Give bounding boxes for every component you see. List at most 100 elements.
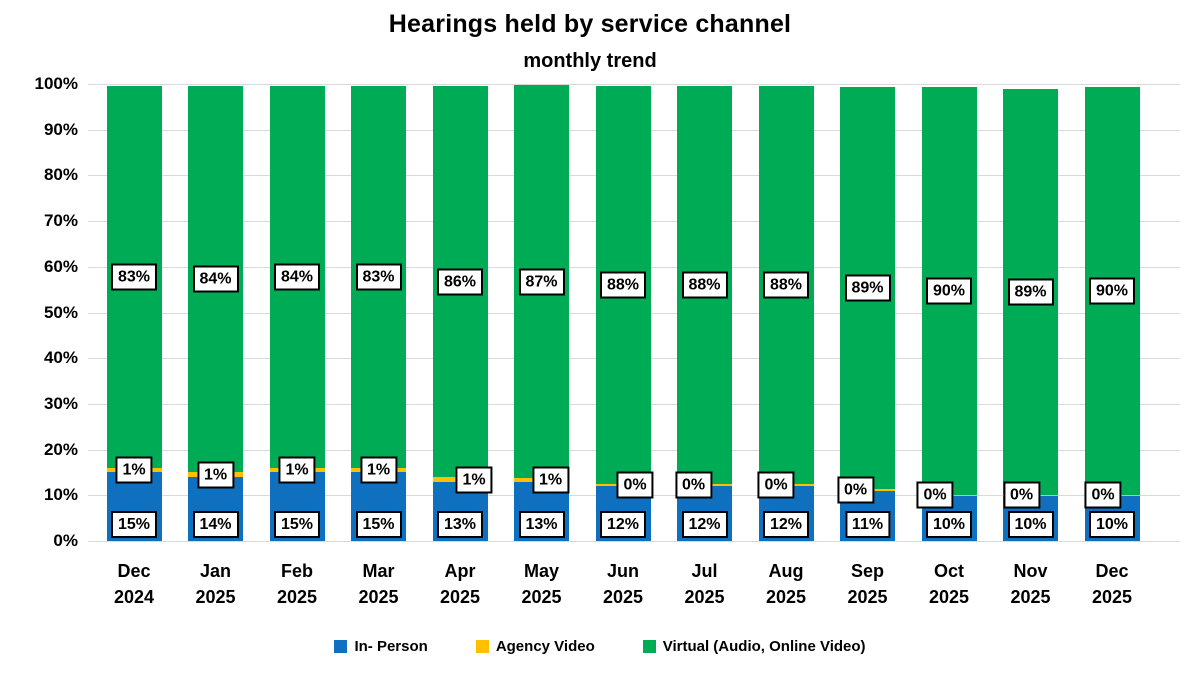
legend-label: Agency Video <box>495 638 595 655</box>
legend-label: Virtual (Audio, Online Video) <box>662 638 866 655</box>
data-label-in-person: 12% <box>762 511 810 538</box>
gridline <box>88 541 1180 542</box>
x-axis-tick-label: Nov 2025 <box>985 558 1077 610</box>
data-label-agency-video: 0% <box>1084 481 1122 509</box>
legend-swatch-virtual-audio-online-video- <box>642 640 656 653</box>
x-axis-tick-line: Sep <box>850 561 884 581</box>
x-axis-tick-line: 2025 <box>276 587 318 607</box>
data-label-virtual: 88% <box>681 271 728 299</box>
chart-subtitle: monthly trend <box>523 50 657 72</box>
x-axis-tick-line: 2025 <box>928 587 970 607</box>
data-label-agency-video: 1% <box>455 466 493 494</box>
x-axis-tick-line: Dec <box>1095 561 1129 581</box>
y-axis-tick-label: 20% <box>43 439 78 459</box>
data-label-virtual: 83% <box>110 263 158 291</box>
legend-item: In- Person <box>334 638 428 655</box>
data-label-virtual: 84% <box>273 263 321 291</box>
x-axis-tick-line: Jul <box>691 561 718 581</box>
data-label-virtual: 87% <box>518 268 565 296</box>
x-axis-tick-line: Jan <box>199 561 232 581</box>
x-axis-tick-line: 2025 <box>195 587 236 607</box>
data-label-in-person: 12% <box>681 511 728 538</box>
data-label-agency-video: 1% <box>359 456 398 484</box>
data-label-virtual: 90% <box>1088 277 1136 305</box>
data-label-agency-video: 0% <box>757 471 795 499</box>
x-axis-tick-label: Jun 2025 <box>577 558 669 610</box>
data-label-in-person: 13% <box>436 511 484 538</box>
x-axis-tick-line: Dec <box>117 561 151 581</box>
x-axis-tick-line: 2025 <box>1010 587 1051 607</box>
x-axis-tick-line: 2025 <box>1091 587 1133 607</box>
x-axis-tick-line: Jun <box>606 561 639 581</box>
x-axis-tick-label: Aug 2025 <box>740 558 832 610</box>
data-label-in-person: 12% <box>599 511 647 538</box>
legend-item: Virtual (Audio, Online Video) <box>642 638 866 655</box>
legend-swatch-in-person <box>334 640 348 653</box>
x-axis-tick-line: 2025 <box>684 587 725 607</box>
y-axis-tick-label: 50% <box>43 302 78 322</box>
data-label-agency-video: 0% <box>674 471 713 499</box>
x-axis-tick-line: 2025 <box>765 587 807 607</box>
data-label-in-person: 14% <box>192 511 239 538</box>
x-axis-tick-line: 2025 <box>847 587 888 607</box>
x-axis-tick-line: Oct <box>933 561 964 581</box>
x-axis-tick-line: Feb <box>280 561 313 581</box>
x-axis-tick-label: Feb 2025 <box>251 558 343 610</box>
y-axis-tick-label: 90% <box>43 119 78 139</box>
data-label-agency-video: 1% <box>278 456 316 484</box>
x-axis-tick-line: 2025 <box>521 587 562 607</box>
x-axis-tick-line: 2025 <box>358 587 399 607</box>
data-label-agency-video: 0% <box>916 481 954 509</box>
data-label-virtual: 88% <box>762 271 810 299</box>
y-axis-tick-label: 40% <box>43 348 78 368</box>
data-label-virtual: 84% <box>192 265 239 293</box>
y-axis-tick-label: 100% <box>34 74 78 93</box>
y-axis-tick-label: 30% <box>43 393 78 413</box>
data-label-virtual: 89% <box>1007 278 1054 306</box>
data-label-agency-video: 1% <box>115 456 153 484</box>
data-label-in-person: 15% <box>110 511 158 538</box>
gridline <box>88 84 1180 85</box>
x-axis-tick-label: Sep 2025 <box>822 558 914 610</box>
x-axis-tick-line: 2025 <box>602 587 644 607</box>
x-axis-tick-label: Mar 2025 <box>333 558 425 610</box>
data-label-virtual: 88% <box>599 271 647 299</box>
x-axis-tick-label: Oct 2025 <box>903 558 995 610</box>
y-axis-tick-label: 0% <box>53 531 78 550</box>
data-label-in-person: 15% <box>355 511 402 538</box>
x-axis-tick-line: Aug <box>768 561 804 581</box>
data-label-agency-video: 0% <box>616 471 654 499</box>
x-axis-tick-label: May 2025 <box>496 558 588 610</box>
chart-legend: In- Person Agency Video Virtual (Audio, On… <box>0 638 1200 655</box>
x-axis-tick-label: Jul 2025 <box>659 558 751 610</box>
data-label-virtual: 86% <box>436 268 484 296</box>
data-label-in-person: 10% <box>1007 511 1054 538</box>
y-axis-tick-label: 70% <box>43 211 78 231</box>
x-axis-tick-label: Apr 2025 <box>414 558 506 610</box>
data-label-in-person: 13% <box>518 511 565 538</box>
data-label-virtual: 90% <box>925 277 973 305</box>
legend-item: Agency Video <box>475 638 595 655</box>
data-label-in-person: 15% <box>273 511 321 538</box>
data-label-in-person: 11% <box>844 511 891 538</box>
x-axis-tick-line: 2024 <box>113 587 155 607</box>
x-axis-tick-line: Apr <box>444 561 476 581</box>
y-axis-tick-label: 80% <box>43 165 78 185</box>
x-axis-tick-line: Mar <box>362 561 395 581</box>
chart-title: Hearings held by service channel <box>388 10 792 38</box>
x-axis-tick-label: Jan 2025 <box>170 558 262 610</box>
legend-swatch-agency-video <box>475 640 489 653</box>
x-axis-tick-line: May <box>523 561 559 581</box>
data-label-virtual: 89% <box>844 274 891 302</box>
y-axis-tick-label: 10% <box>43 485 78 505</box>
x-axis-tick-label: Dec 2024 <box>88 558 180 610</box>
data-label-virtual: 83% <box>355 263 402 291</box>
data-label-agency-video: 0% <box>1002 481 1041 509</box>
x-axis-tick-line: 2025 <box>439 587 481 607</box>
data-label-agency-video: 1% <box>531 466 570 494</box>
x-axis-tick-label: Dec 2025 <box>1066 558 1158 610</box>
y-axis-tick-label: 60% <box>43 256 78 276</box>
data-label-in-person: 10% <box>1088 511 1136 538</box>
data-label-in-person: 10% <box>925 511 973 538</box>
